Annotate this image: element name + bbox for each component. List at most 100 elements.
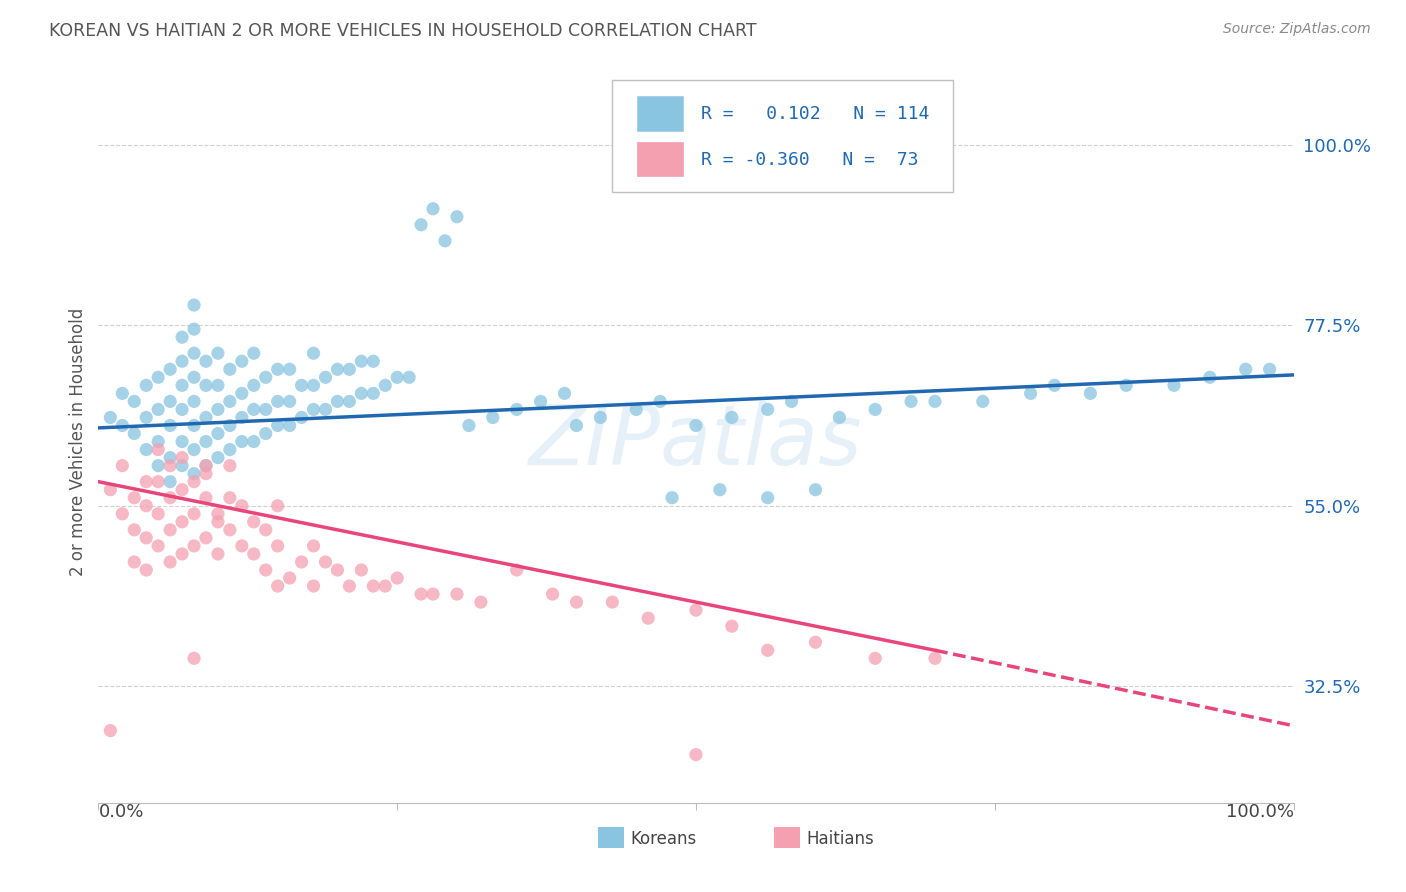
Text: ZIPatlas: ZIPatlas	[529, 401, 863, 482]
Bar	[598, 828, 624, 847]
Point	[148, 475, 170, 489]
Point	[183, 394, 205, 409]
Point	[219, 491, 242, 505]
Point	[374, 579, 396, 593]
Point	[267, 539, 290, 553]
Point	[135, 410, 157, 425]
Bar	[773, 828, 800, 847]
Point	[195, 410, 218, 425]
Point	[159, 418, 181, 433]
Point	[183, 370, 205, 384]
Point	[411, 218, 433, 232]
Point	[195, 458, 218, 473]
Point	[339, 362, 361, 376]
Point	[243, 378, 266, 392]
Point	[195, 467, 218, 481]
Point	[291, 378, 314, 392]
Point	[648, 394, 672, 409]
Point	[315, 402, 337, 417]
Point	[172, 458, 194, 473]
Point	[385, 370, 409, 384]
Bar	[637, 142, 683, 177]
Point	[159, 394, 181, 409]
Point	[709, 483, 731, 497]
Point	[231, 539, 253, 553]
Point	[589, 410, 612, 425]
Point	[135, 475, 157, 489]
Point	[183, 418, 205, 433]
Point	[756, 643, 779, 657]
Point	[446, 210, 468, 224]
Point	[458, 418, 481, 433]
Point	[661, 491, 683, 505]
Point	[339, 579, 361, 593]
Point	[195, 491, 218, 505]
Point	[243, 346, 266, 360]
Point	[804, 483, 827, 497]
Point	[828, 410, 851, 425]
Point	[195, 378, 218, 392]
Point	[865, 402, 887, 417]
Point	[195, 531, 218, 545]
Point	[98, 723, 122, 738]
Point	[159, 362, 181, 376]
Point	[207, 378, 229, 392]
Text: R =   0.102   N = 114: R = 0.102 N = 114	[700, 105, 929, 123]
Point	[602, 595, 624, 609]
Point	[278, 362, 301, 376]
Point	[626, 402, 648, 417]
Point	[135, 531, 157, 545]
Point	[302, 402, 325, 417]
Point	[1080, 386, 1102, 401]
Point	[1258, 362, 1281, 376]
Point	[326, 394, 349, 409]
Point	[1043, 378, 1066, 392]
Point	[565, 418, 588, 433]
Point	[254, 402, 277, 417]
Point	[267, 362, 290, 376]
Point	[111, 386, 134, 401]
Point	[159, 555, 181, 569]
Point	[135, 499, 157, 513]
Point	[267, 579, 290, 593]
Point	[111, 507, 134, 521]
Point	[267, 418, 290, 433]
Point	[172, 434, 194, 449]
Point	[554, 386, 576, 401]
Text: Source: ZipAtlas.com: Source: ZipAtlas.com	[1223, 22, 1371, 37]
Point	[195, 458, 218, 473]
Point	[183, 651, 205, 665]
Point	[124, 491, 146, 505]
Point	[1019, 386, 1042, 401]
Point	[159, 458, 181, 473]
Point	[159, 523, 181, 537]
Bar	[637, 96, 683, 131]
Point	[243, 515, 266, 529]
Point	[972, 394, 994, 409]
Point	[637, 611, 659, 625]
Point	[148, 402, 170, 417]
Point	[98, 410, 122, 425]
Point	[385, 571, 409, 585]
Point	[685, 747, 707, 762]
Point	[183, 507, 205, 521]
Point	[254, 563, 277, 577]
Point	[207, 507, 229, 521]
Point	[219, 418, 242, 433]
Point	[924, 651, 946, 665]
Point	[159, 475, 181, 489]
Point	[183, 475, 205, 489]
Point	[172, 483, 194, 497]
Point	[148, 370, 170, 384]
Point	[350, 354, 373, 368]
Point	[124, 523, 146, 537]
Point	[278, 394, 301, 409]
Point	[231, 386, 253, 401]
Point	[183, 298, 205, 312]
Point	[183, 322, 205, 336]
Point	[756, 402, 779, 417]
Point	[565, 595, 588, 609]
Point	[183, 539, 205, 553]
Point	[506, 563, 529, 577]
Point	[183, 346, 205, 360]
